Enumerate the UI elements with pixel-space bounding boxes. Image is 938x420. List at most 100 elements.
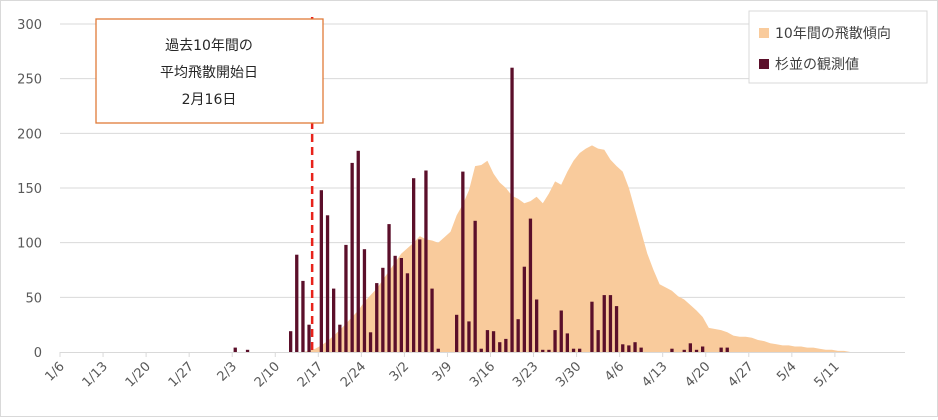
observed-bar — [670, 348, 674, 352]
x-tick-label: 4/27 — [725, 359, 756, 390]
observed-bar — [362, 249, 367, 352]
x-tick-label: 3/2 — [387, 359, 412, 384]
observed-bar — [485, 330, 490, 352]
observed-bar — [565, 333, 569, 352]
observed-bar — [295, 254, 299, 352]
legend-box — [748, 10, 928, 84]
observed-bar — [344, 244, 348, 352]
observed-bar — [614, 306, 619, 352]
trend-area — [302, 145, 851, 352]
observed-bar — [627, 345, 631, 352]
x-tick-label: 2/24 — [338, 359, 369, 390]
observed-bar — [387, 224, 391, 352]
y-tick-label: 50 — [25, 291, 42, 306]
observed-bar — [412, 178, 416, 352]
observed-bar — [541, 349, 545, 352]
observed-bar — [467, 321, 471, 352]
y-tick-label: 300 — [17, 18, 42, 33]
observed-bars-layer — [233, 67, 729, 352]
observed-bar — [245, 349, 250, 352]
legend-label: 10年間の飛散傾向 — [775, 26, 891, 42]
x-tick-label: 5/4 — [774, 359, 799, 384]
observed-bar — [510, 67, 514, 352]
observed-bar — [528, 218, 533, 352]
observed-bar — [436, 348, 440, 352]
observed-bar — [608, 295, 613, 352]
x-tick-label: 3/30 — [553, 359, 584, 390]
observed-bar — [461, 171, 465, 352]
observed-bar — [473, 220, 477, 352]
observed-bar — [479, 348, 483, 352]
observed-bar — [430, 288, 434, 352]
observed-bar — [233, 347, 237, 352]
observed-bar — [375, 283, 379, 352]
observed-bar — [319, 190, 323, 352]
y-tick-label: 200 — [17, 127, 42, 142]
observed-bar — [516, 319, 520, 352]
x-tick-label: 2/3 — [215, 359, 240, 384]
x-tick-label: 1/13 — [80, 359, 111, 390]
observed-bar — [522, 266, 526, 352]
legend-label: 杉並の観測値 — [775, 56, 859, 73]
annotation-box — [95, 18, 324, 124]
observed-bar — [596, 330, 600, 352]
observed-bar — [725, 347, 729, 352]
observed-bar — [393, 255, 397, 352]
annotation-line: 平均飛散開始日 — [160, 65, 258, 81]
trend-area-layer — [302, 145, 851, 352]
observed-bar — [559, 310, 563, 352]
x-tick-label: 4/6 — [602, 359, 627, 384]
observed-bar — [682, 349, 686, 352]
observed-bar — [405, 273, 410, 352]
observed-bar — [338, 324, 342, 352]
x-tick-label: 1/20 — [123, 359, 154, 390]
observed-bar — [571, 348, 576, 352]
x-tick-label: 1/6 — [42, 359, 67, 384]
observed-bar — [553, 330, 557, 352]
x-tick-label: 5/11 — [811, 359, 842, 390]
observed-bar — [332, 288, 336, 352]
x-tick-label: 3/16 — [467, 359, 498, 390]
observed-bar — [491, 331, 496, 352]
x-tick-label: 2/10 — [252, 359, 283, 390]
observed-bar — [350, 162, 354, 352]
observed-bar — [418, 239, 422, 352]
observed-bar — [621, 344, 625, 352]
y-tick-label: 250 — [17, 73, 42, 88]
observed-bar — [639, 347, 643, 352]
x-tick-label: 2/17 — [295, 359, 326, 390]
observed-bar — [325, 215, 330, 352]
y-tick-label: 100 — [17, 237, 42, 252]
observed-bar — [590, 301, 594, 352]
observed-bar — [701, 346, 705, 352]
legend-swatch — [759, 59, 769, 69]
observed-bar — [504, 338, 508, 352]
observed-bar — [688, 343, 692, 352]
observed-bar — [307, 324, 311, 352]
observed-bar — [535, 299, 539, 352]
observed-bar — [498, 342, 502, 352]
annotation-line: 過去10年間の — [165, 38, 253, 54]
observed-bar — [356, 150, 360, 352]
x-tick-label: 3/23 — [510, 359, 541, 390]
x-tick-label: 4/20 — [682, 359, 713, 390]
y-tick-label: 0 — [34, 346, 42, 361]
observed-bar — [547, 349, 551, 352]
legend-swatch — [759, 28, 769, 38]
y-tick-label: 150 — [17, 182, 42, 197]
observed-bar — [602, 295, 606, 352]
x-tick-label: 4/13 — [639, 359, 670, 390]
annotation-line: 2月16日 — [182, 92, 237, 108]
observed-bar — [455, 314, 459, 352]
x-tick-label: 1/27 — [166, 359, 197, 390]
observed-bar — [694, 349, 699, 352]
observed-bar — [424, 170, 428, 352]
observed-bar — [301, 280, 305, 352]
observed-bar — [289, 331, 293, 352]
observed-bar — [633, 342, 637, 352]
observed-bar — [399, 258, 403, 352]
